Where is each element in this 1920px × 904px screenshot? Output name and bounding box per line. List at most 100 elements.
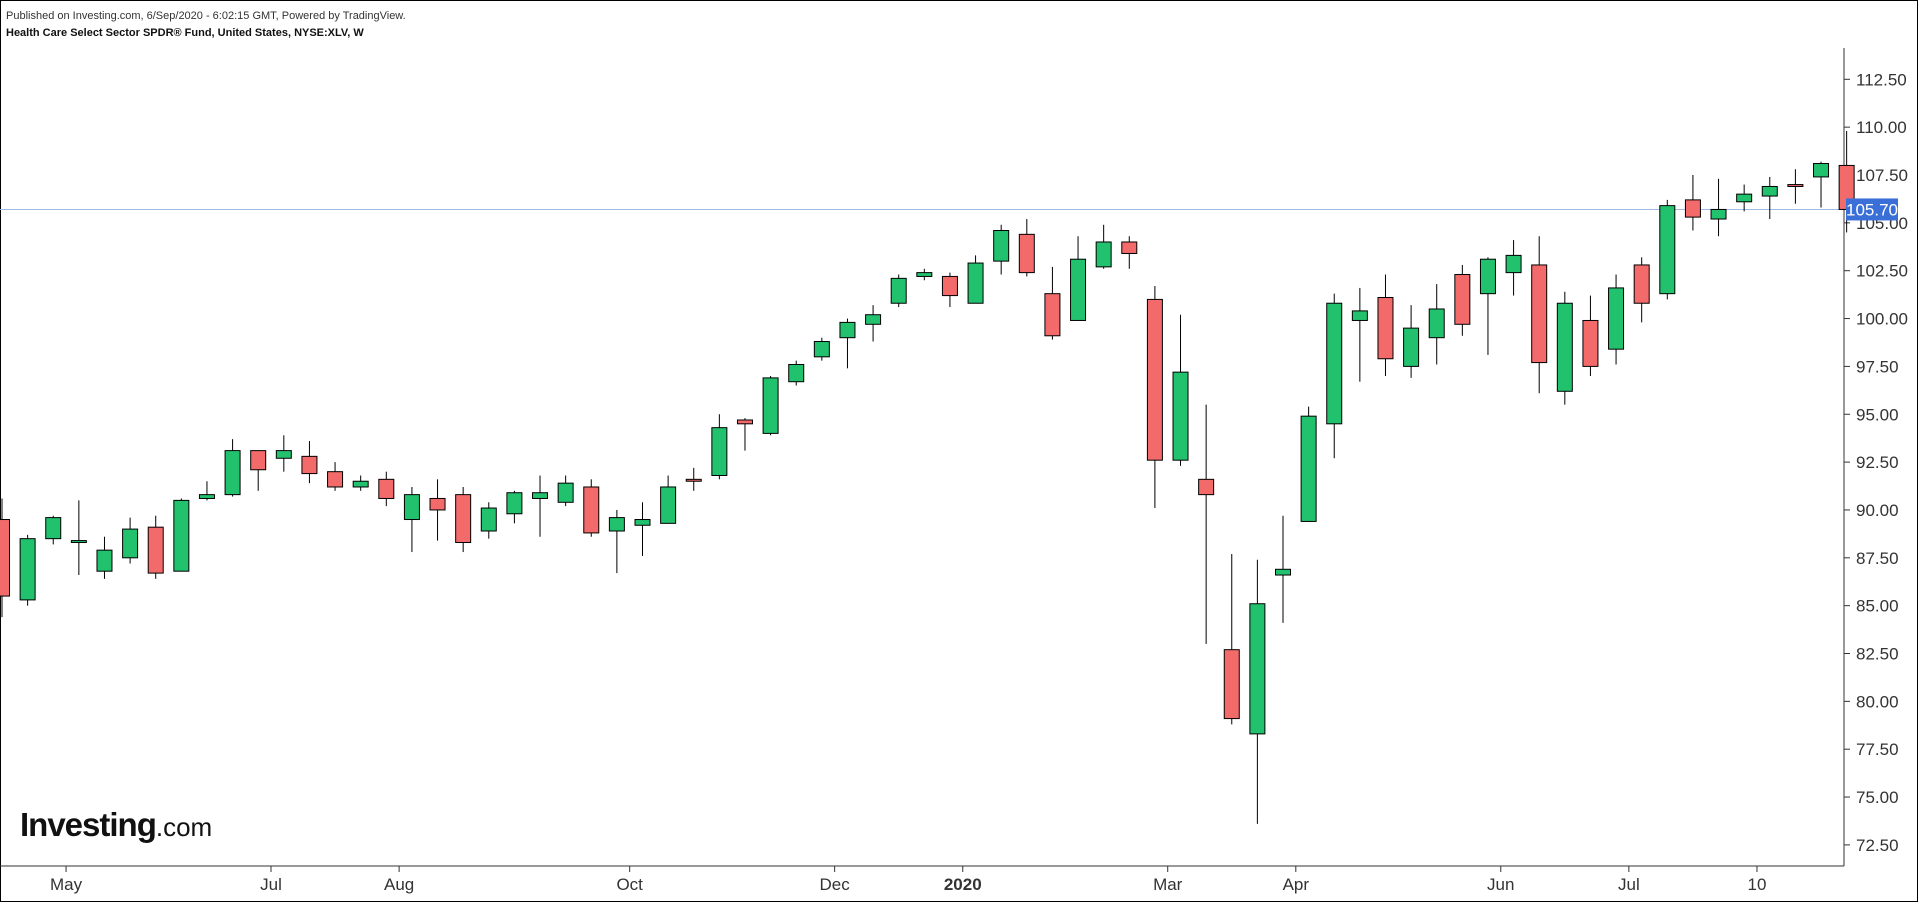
candle-body[interactable] xyxy=(301,455,318,475)
candle-body[interactable] xyxy=(352,480,369,488)
candle-body[interactable] xyxy=(634,519,651,526)
candle-body[interactable] xyxy=(224,450,241,496)
candle-body[interactable] xyxy=(1531,264,1548,364)
candle-body[interactable] xyxy=(788,363,805,383)
candle-body[interactable] xyxy=(839,321,856,339)
candle-body[interactable] xyxy=(1044,293,1061,337)
candle-body[interactable] xyxy=(480,507,497,532)
candle-body[interactable] xyxy=(19,538,36,601)
candle-body[interactable] xyxy=(608,517,625,532)
candle-body[interactable] xyxy=(1761,185,1778,197)
candle-body[interactable] xyxy=(455,494,472,543)
y-tick-label: 72.50 xyxy=(1856,836,1899,855)
candle-body[interactable] xyxy=(1198,478,1215,496)
x-tick-label: Jul xyxy=(260,875,282,894)
y-tick-label: 100.00 xyxy=(1856,310,1908,329)
candle-body[interactable] xyxy=(275,450,292,459)
candle-body[interactable] xyxy=(1787,184,1804,187)
y-tick-label: 102.50 xyxy=(1856,262,1908,281)
x-tick-label: 2020 xyxy=(944,875,982,894)
logo-domain: .com xyxy=(155,812,213,842)
candle-body[interactable] xyxy=(557,482,574,503)
candle-body[interactable] xyxy=(532,492,549,499)
candle-body[interactable] xyxy=(736,419,753,425)
x-tick-label: May xyxy=(50,875,83,894)
candle-body[interactable] xyxy=(1505,254,1522,274)
candle-body[interactable] xyxy=(250,450,267,471)
candle-body[interactable] xyxy=(1070,258,1087,321)
candle-body[interactable] xyxy=(1146,298,1163,461)
candle-body[interactable] xyxy=(1121,241,1138,254)
candle-body[interactable] xyxy=(1659,205,1676,295)
candle-body[interactable] xyxy=(378,478,395,499)
candle-body[interactable] xyxy=(1582,319,1599,367)
candle-body[interactable] xyxy=(711,427,728,476)
y-tick-label: 77.50 xyxy=(1856,740,1899,759)
candle-body[interactable] xyxy=(403,494,420,521)
candle-body[interactable] xyxy=(941,275,958,297)
candle-body[interactable] xyxy=(45,517,62,540)
candle-body[interactable] xyxy=(660,486,677,524)
candle-body[interactable] xyxy=(173,499,190,572)
candle-body[interactable] xyxy=(1377,296,1394,360)
candle-body[interactable] xyxy=(1018,233,1035,274)
candle-body[interactable] xyxy=(890,277,907,304)
candle-body[interactable] xyxy=(1223,649,1240,720)
candle-body[interactable] xyxy=(1326,302,1343,425)
candle-body[interactable] xyxy=(1300,415,1317,522)
candle-body[interactable] xyxy=(506,492,523,515)
candle-body[interactable] xyxy=(198,494,215,499)
x-tick-label: Apr xyxy=(1283,875,1310,894)
candle-body[interactable] xyxy=(916,272,933,277)
candle-body[interactable] xyxy=(1608,287,1625,350)
y-tick-label: 110.00 xyxy=(1856,118,1907,137)
x-tick-label: Oct xyxy=(616,875,643,894)
candle-body[interactable] xyxy=(1403,327,1420,367)
y-tick-label: 112.50 xyxy=(1856,70,1907,89)
candle-body[interactable] xyxy=(1710,208,1727,220)
candle-body[interactable] xyxy=(813,341,830,358)
chart-header: Published on Investing.com, 6/Sep/2020 -… xyxy=(6,10,406,44)
candle-body[interactable] xyxy=(1633,264,1650,304)
y-tick-label: 75.00 xyxy=(1856,788,1899,807)
candle-body[interactable] xyxy=(0,519,10,597)
candle-body[interactable] xyxy=(1813,163,1830,178)
candle-body[interactable] xyxy=(1172,371,1189,461)
candle-body[interactable] xyxy=(1479,258,1496,295)
candle-body[interactable] xyxy=(1556,302,1573,392)
candle-body[interactable] xyxy=(1736,193,1753,203)
candle-body[interactable] xyxy=(147,526,164,574)
current-price-tag xyxy=(1846,198,1898,221)
candle-body[interactable] xyxy=(1351,310,1368,321)
instrument-title: Health Care Select Sector SPDR® Fund, Un… xyxy=(6,27,364,39)
candle-body[interactable] xyxy=(1684,199,1701,218)
candle-body[interactable] xyxy=(429,497,446,511)
candle-body[interactable] xyxy=(865,314,882,325)
candle-body[interactable] xyxy=(122,528,139,559)
candle-body[interactable] xyxy=(327,471,344,488)
y-tick-label: 95.00 xyxy=(1856,405,1899,424)
candle-body[interactable] xyxy=(1249,603,1266,735)
logo-brand: Investing xyxy=(20,806,157,843)
candle-body[interactable] xyxy=(70,540,87,543)
x-tick-label: Aug xyxy=(384,875,414,894)
candle-body[interactable] xyxy=(1454,274,1471,325)
y-tick-label: 85.00 xyxy=(1856,597,1899,616)
y-tick-label: 97.50 xyxy=(1856,357,1899,376)
investing-logo: Investing.com xyxy=(20,806,212,844)
candle-body[interactable] xyxy=(993,230,1010,262)
candle-body[interactable] xyxy=(583,486,600,534)
candle-body[interactable] xyxy=(1428,308,1445,339)
x-tick-label: Jun xyxy=(1487,875,1514,894)
candle-body[interactable] xyxy=(762,377,779,434)
candle-body[interactable] xyxy=(1095,241,1112,268)
y-tick-label: 90.00 xyxy=(1856,501,1899,520)
y-tick-label: 80.00 xyxy=(1856,692,1899,711)
candle-body[interactable] xyxy=(1275,568,1291,576)
candle-body[interactable] xyxy=(96,549,113,572)
candle-body[interactable] xyxy=(685,478,702,482)
x-tick-label: Dec xyxy=(820,875,851,894)
candle-body[interactable] xyxy=(967,262,984,304)
